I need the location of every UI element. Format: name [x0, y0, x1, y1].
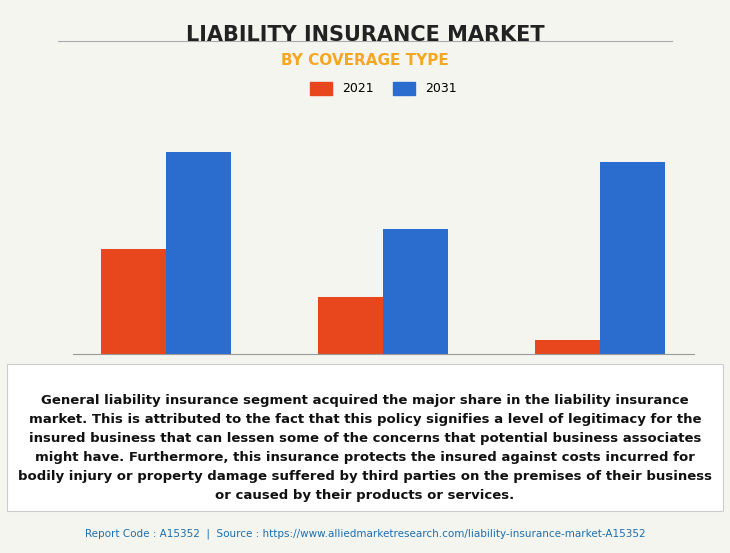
FancyBboxPatch shape [7, 364, 723, 511]
Text: Report Code : A15352  |  Source : https://www.alliedmarketresearch.com/liability: Report Code : A15352 | Source : https://… [85, 529, 645, 539]
Text: BY COVERAGE TYPE: BY COVERAGE TYPE [281, 53, 449, 67]
Bar [535, 340, 600, 354]
Bar [383, 229, 448, 354]
Bar [318, 298, 383, 354]
Bar [101, 249, 166, 354]
Bar [600, 162, 665, 354]
Text: LIABILITY INSURANCE MARKET: LIABILITY INSURANCE MARKET [185, 25, 545, 45]
Legend: 2021, 2031: 2021, 2031 [304, 77, 462, 101]
Text: General liability insurance segment acquired the major share in the liability in: General liability insurance segment acqu… [18, 394, 712, 502]
Bar [166, 152, 231, 354]
